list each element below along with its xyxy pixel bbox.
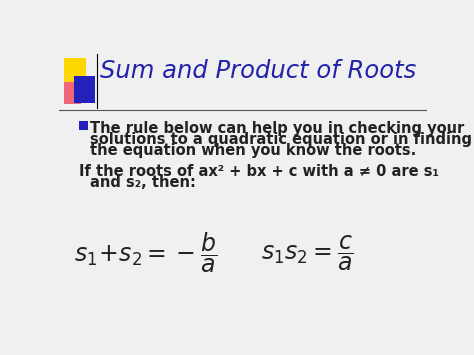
Bar	[64, 58, 86, 85]
Text: Sum and Product of Roots: Sum and Product of Roots	[100, 59, 417, 83]
Text: and s₂, then:: and s₂, then:	[91, 175, 196, 190]
Bar	[80, 120, 88, 130]
Bar	[64, 82, 82, 104]
Text: solutions to a quadratic equation or in finding: solutions to a quadratic equation or in …	[91, 132, 473, 147]
Text: $s_1\!+\!s_2 = -\dfrac{b}{a}$: $s_1\!+\!s_2 = -\dfrac{b}{a}$	[74, 231, 218, 275]
Text: The rule below can help you in checking your: The rule below can help you in checking …	[91, 121, 465, 136]
Text: If the roots of ax² + bx + c with a ≠ 0 are s₁: If the roots of ax² + bx + c with a ≠ 0 …	[80, 164, 439, 179]
Text: $s_1 s_2 = \dfrac{c}{a}$: $s_1 s_2 = \dfrac{c}{a}$	[261, 233, 354, 273]
Bar	[74, 76, 95, 103]
Text: the equation when you know the roots.: the equation when you know the roots.	[91, 143, 417, 158]
